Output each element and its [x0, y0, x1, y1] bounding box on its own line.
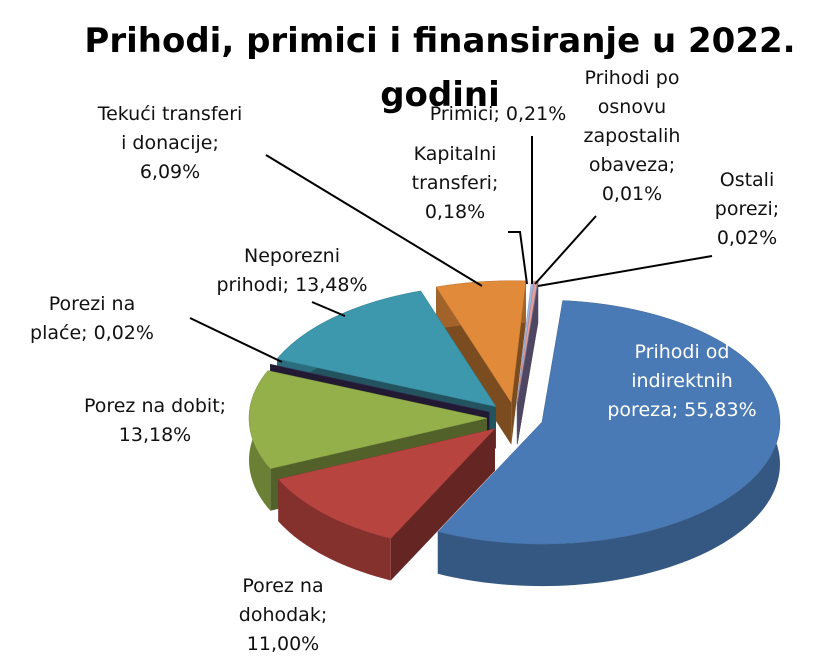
slice-group — [437, 300, 781, 587]
leader-line — [265, 154, 483, 287]
data-label: Prihodi po osnovu zapostalih obaveza; 0,01% — [584, 67, 681, 205]
data-label: Primici; 0,21% — [430, 103, 567, 125]
data-label: Ostali porezi; 0,02% — [715, 169, 779, 249]
data-label: Neporezni prihodi; 13,48% — [216, 245, 367, 296]
data-label: Kapitalni transferi; 0,18% — [412, 143, 499, 223]
slice-side — [278, 479, 391, 581]
slice — [435, 280, 527, 404]
slice — [269, 363, 490, 413]
slice — [277, 428, 496, 539]
data-label: Porez na dobit; 13,18% — [84, 395, 226, 446]
leader-line — [311, 301, 346, 317]
data-label: Porez na dohodak; 11,00% — [239, 575, 327, 655]
slice-side — [437, 300, 780, 587]
slice-group — [277, 428, 496, 581]
leader-line — [537, 255, 713, 287]
data-label: Tekući transferi i donacije; 6,09% — [97, 103, 243, 183]
data-label: Porezi na plaće; 0,02% — [30, 293, 154, 344]
data-label: Prihodi od indirektnih poreza; 55,83% — [607, 341, 756, 421]
slice — [437, 300, 781, 545]
slice — [276, 290, 497, 408]
leader-line — [534, 215, 597, 285]
slice — [248, 370, 488, 469]
leader-line — [189, 317, 283, 363]
slice-wall — [517, 281, 539, 445]
leader-line — [508, 231, 528, 285]
chart-title: Prihodi, primici i finansiranje u 2022. g… — [84, 21, 795, 115]
